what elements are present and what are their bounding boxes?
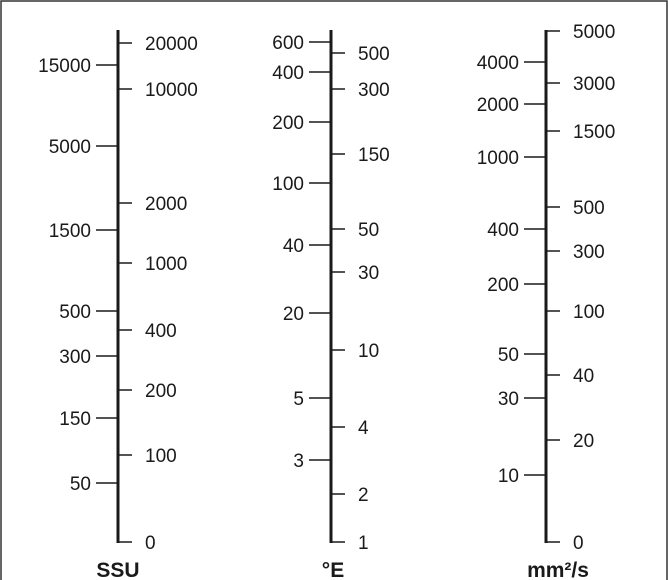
right-tick-label: 3000 — [573, 74, 615, 95]
left-tick-label: 4000 — [477, 53, 519, 74]
right-tick-label: 4 — [358, 418, 369, 439]
axis-degree-e: 600 400 200 100 40 20 5 3 500 300 150 50 30 10 4 2 1 °E — [272, 30, 390, 580]
left-tick-label: 50 — [70, 474, 91, 495]
right-tick-label: 10 — [358, 341, 379, 362]
left-tick-label: 5000 — [49, 137, 91, 158]
left-tick-label: 600 — [272, 33, 304, 54]
right-tick-label: 20000 — [145, 34, 198, 55]
left-tick-label: 40 — [283, 236, 304, 257]
right-tick-label: 1000 — [145, 254, 187, 275]
left-tick-label: 50 — [498, 345, 519, 366]
right-tick-label: 1 — [358, 533, 369, 554]
right-tick-label: 2 — [358, 485, 369, 506]
right-tick-label: 100 — [573, 302, 605, 323]
left-tick-label: 2000 — [477, 95, 519, 116]
left-tick-label: 400 — [272, 63, 304, 84]
left-tick-label: 3 — [293, 451, 304, 472]
right-tick-label: 30 — [358, 263, 379, 284]
right-tick-label: 40 — [573, 366, 594, 387]
right-tick-label: 2000 — [145, 194, 187, 215]
left-tick-label: 15000 — [38, 56, 91, 77]
left-tick-label: 10 — [498, 466, 519, 487]
left-tick-label: 200 — [272, 113, 304, 134]
axis-unit-label: mm²/s — [527, 559, 589, 580]
right-tick-label: 1500 — [573, 122, 615, 143]
left-tick-label: 400 — [487, 220, 519, 241]
left-tick-label: 200 — [487, 275, 519, 296]
right-tick-label: 300 — [573, 242, 605, 263]
right-tick-label: 500 — [358, 44, 390, 65]
left-tick-label: 1500 — [49, 221, 91, 242]
right-tick-label: 50 — [358, 220, 379, 241]
right-tick-label: 400 — [145, 321, 177, 342]
right-tick-label: 10000 — [145, 80, 198, 101]
axis-SSU: 1500050001500500300150502000010000200010… — [38, 30, 198, 580]
axis-unit-label: SSU — [96, 559, 139, 580]
left-tick-label: 5 — [293, 389, 304, 410]
left-tick-label: 500 — [59, 302, 91, 323]
right-tick-label: 0 — [145, 533, 156, 554]
right-tick-label: 150 — [358, 145, 390, 166]
right-tick-label: 300 — [358, 80, 390, 101]
right-tick-label: 5000 — [573, 22, 615, 43]
left-tick-label: 300 — [59, 347, 91, 368]
right-tick-label: 0 — [573, 533, 584, 554]
right-tick-label: 500 — [573, 198, 605, 219]
left-tick-label: 20 — [283, 304, 304, 325]
left-tick-label: 100 — [272, 174, 304, 195]
left-tick-label: 150 — [59, 409, 91, 430]
left-tick-label: 1000 — [477, 148, 519, 169]
right-tick-label: 100 — [145, 446, 177, 467]
axis-unit-label: °E — [322, 559, 344, 580]
right-tick-label: 200 — [145, 381, 177, 402]
left-tick-label: 30 — [498, 389, 519, 410]
axis-mm2s: 4000200010004002005030105000300015005003… — [477, 22, 616, 580]
right-tick-label: 20 — [573, 431, 594, 452]
